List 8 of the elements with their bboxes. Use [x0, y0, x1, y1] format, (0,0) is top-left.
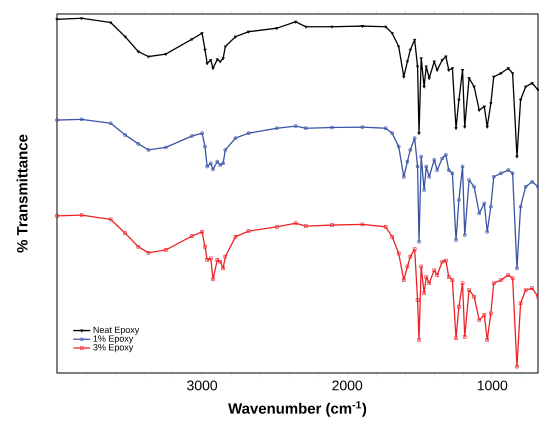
legend-label: 1% Epoxy [94, 335, 134, 344]
legend-label: Neat Epoxy [94, 326, 140, 335]
x-tick-label: 1000 [478, 380, 508, 390]
legend-label: 3% Epoxy [93, 344, 134, 352]
y-axis-title: % Transmittance [16, 134, 28, 253]
x-axis-title: Wavenumber (cm$^{-1}$) [228, 401, 366, 417]
x-tick-label: 3000 [187, 380, 218, 390]
x-tick-label: 2000 [332, 380, 362, 390]
